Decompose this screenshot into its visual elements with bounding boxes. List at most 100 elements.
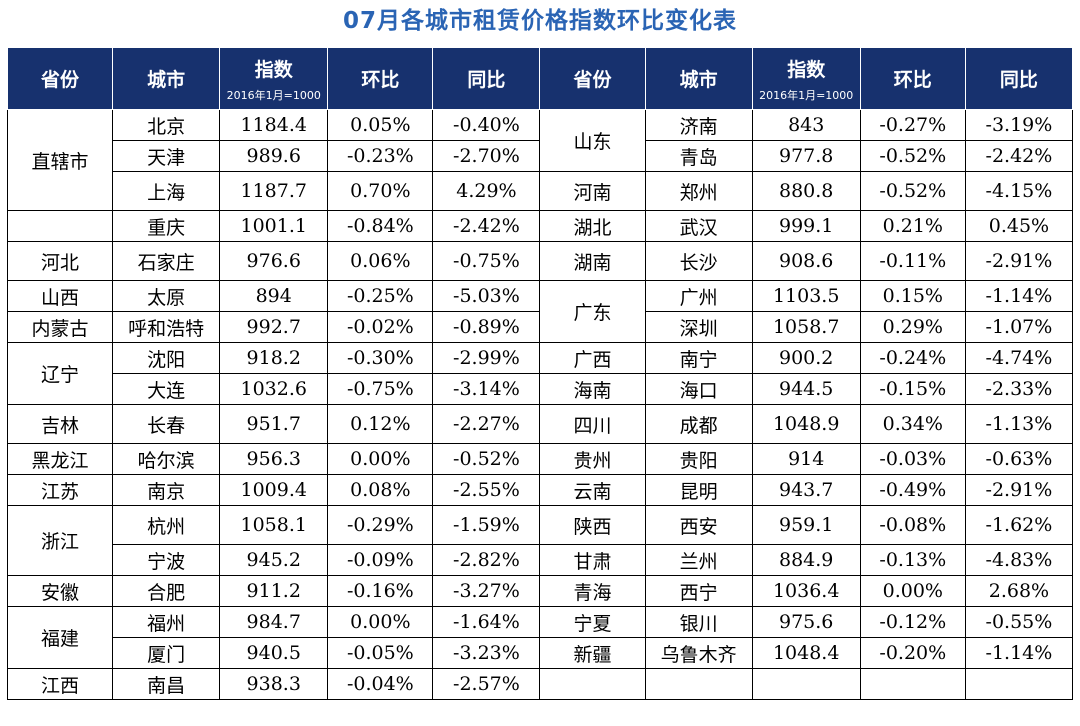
empty-cell	[964, 668, 1074, 700]
index-cell: 940.5	[219, 637, 329, 669]
mom-cell: 0.21%	[859, 210, 966, 242]
index-cell: 1187.7	[219, 171, 329, 211]
mom-cell: 0.29%	[859, 311, 966, 343]
index-cell: 1001.1	[219, 210, 329, 242]
province-cell: 青海	[539, 575, 646, 607]
city-cell: 天津	[112, 140, 221, 172]
mom-cell: 0.08%	[327, 474, 434, 506]
table-row: 安徽 合肥 911.2 -0.16% -3.27% 青海 西宁 1036.4 0…	[6, 575, 1074, 607]
empty-cell	[751, 668, 861, 700]
city-cell: 上海	[112, 171, 221, 211]
city-cell: 青岛	[644, 140, 753, 172]
index-cell: 945.2	[219, 544, 329, 576]
mom-cell: -0.25%	[327, 280, 434, 312]
mom-cell: 0.05%	[327, 109, 434, 141]
yoy-cell: -0.55%	[964, 606, 1074, 638]
mom-cell: -0.29%	[327, 505, 434, 545]
index-cell: 956.3	[219, 443, 329, 475]
table-row: 厦门 940.5 -0.05% -3.23% 新疆 乌鲁木齐 1048.4 -0…	[8, 637, 1074, 669]
city-cell: 哈尔滨	[112, 443, 221, 475]
index-cell: 843	[751, 109, 861, 141]
province-cell: 内蒙古	[6, 311, 114, 343]
header-index: 指数 2016年1月=1000	[751, 47, 861, 110]
city-cell: 乌鲁木齐	[644, 637, 753, 669]
mom-cell: -0.49%	[859, 474, 966, 506]
province-cell: 广东	[539, 280, 646, 343]
province-cell: 山东	[539, 109, 646, 172]
province-cell: 河南	[539, 171, 646, 211]
mom-cell: -0.30%	[327, 342, 434, 374]
yoy-cell: -2.82%	[432, 544, 541, 576]
mom-cell: -0.05%	[327, 637, 434, 669]
city-cell: 武汉	[644, 210, 753, 242]
index-cell: 1032.6	[219, 373, 329, 405]
page-title: 07月各城市租赁价格指数环比变化表	[342, 8, 737, 34]
city-cell: 济南	[644, 109, 753, 141]
yoy-cell: -2.27%	[432, 404, 541, 444]
province-cell: 湖南	[539, 241, 646, 281]
city-cell: 合肥	[112, 575, 221, 607]
province-cell: 宁夏	[539, 606, 646, 638]
province-cell: 浙江	[6, 505, 114, 576]
province-cell: 辽宁	[6, 342, 114, 405]
yoy-cell: -5.03%	[432, 280, 541, 312]
header-index-label: 指数	[254, 58, 293, 81]
province-cell: 吉林	[6, 404, 114, 444]
yoy-cell: -1.07%	[964, 311, 1074, 343]
index-cell: 976.6	[219, 241, 329, 281]
city-cell: 昆明	[644, 474, 753, 506]
city-cell: 兰州	[644, 544, 753, 576]
mom-cell: 0.12%	[327, 404, 434, 444]
yoy-cell: -3.19%	[964, 109, 1074, 141]
index-cell: 959.1	[751, 505, 861, 545]
mom-cell: -0.03%	[859, 443, 966, 475]
index-cell: 1058.1	[219, 505, 329, 545]
header-yoy: 同比	[432, 47, 541, 110]
yoy-cell: -2.91%	[964, 241, 1074, 281]
yoy-cell: -4.83%	[964, 544, 1074, 576]
city-cell: 宁波	[112, 544, 221, 576]
mom-cell: 0.00%	[327, 606, 434, 638]
province-cell: 山西	[6, 280, 114, 312]
yoy-cell: 4.29%	[432, 171, 541, 211]
province-cell: 云南	[539, 474, 646, 506]
table-row: 大连 1032.6 -0.75% -3.14% 海南 海口 944.5 -0.1…	[8, 373, 1074, 405]
mom-cell: -0.02%	[327, 311, 434, 343]
yoy-cell: -3.27%	[432, 575, 541, 607]
province-cell: 贵州	[539, 443, 646, 475]
mom-cell: 0.00%	[859, 575, 966, 607]
yoy-cell: -1.14%	[964, 280, 1074, 312]
yoy-cell: -1.13%	[964, 404, 1074, 444]
mom-cell: 0.34%	[859, 404, 966, 444]
mom-cell: 0.00%	[327, 443, 434, 475]
index-cell: 1103.5	[751, 280, 861, 312]
index-cell: 1048.9	[751, 404, 861, 444]
province-cell: 江苏	[6, 474, 114, 506]
city-cell: 西安	[644, 505, 753, 545]
index-cell: 975.6	[751, 606, 861, 638]
yoy-cell: -0.40%	[432, 109, 541, 141]
city-cell: 太原	[112, 280, 221, 312]
mom-cell: -0.75%	[327, 373, 434, 405]
yoy-cell: -3.14%	[432, 373, 541, 405]
yoy-cell: 0.45%	[964, 210, 1074, 242]
index-cell: 977.8	[751, 140, 861, 172]
yoy-cell: -1.62%	[964, 505, 1074, 545]
city-cell: 南京	[112, 474, 221, 506]
yoy-cell: -4.74%	[964, 342, 1074, 374]
index-cell: 894	[219, 280, 329, 312]
index-cell: 880.8	[751, 171, 861, 211]
city-cell: 杭州	[112, 505, 221, 545]
province-cell: 安徽	[6, 575, 114, 607]
province-cell: 海南	[539, 373, 646, 405]
index-cell: 944.5	[751, 373, 861, 405]
yoy-cell: -1.14%	[964, 637, 1074, 669]
mom-cell: -0.08%	[859, 505, 966, 545]
table-row: 河北 石家庄 976.6 0.06% -0.75% 湖南 长沙 908.6 -0…	[6, 241, 1074, 281]
table-row: 浙江 杭州 1058.1 -0.29% -1.59% 陕西 西安 959.1 -…	[6, 505, 1074, 576]
index-cell: 992.7	[219, 311, 329, 343]
mom-cell: -0.13%	[859, 544, 966, 576]
mom-cell: -0.11%	[859, 241, 966, 281]
yoy-cell: -0.63%	[964, 443, 1074, 475]
header-index-base: 2016年1月=1000	[759, 88, 854, 102]
